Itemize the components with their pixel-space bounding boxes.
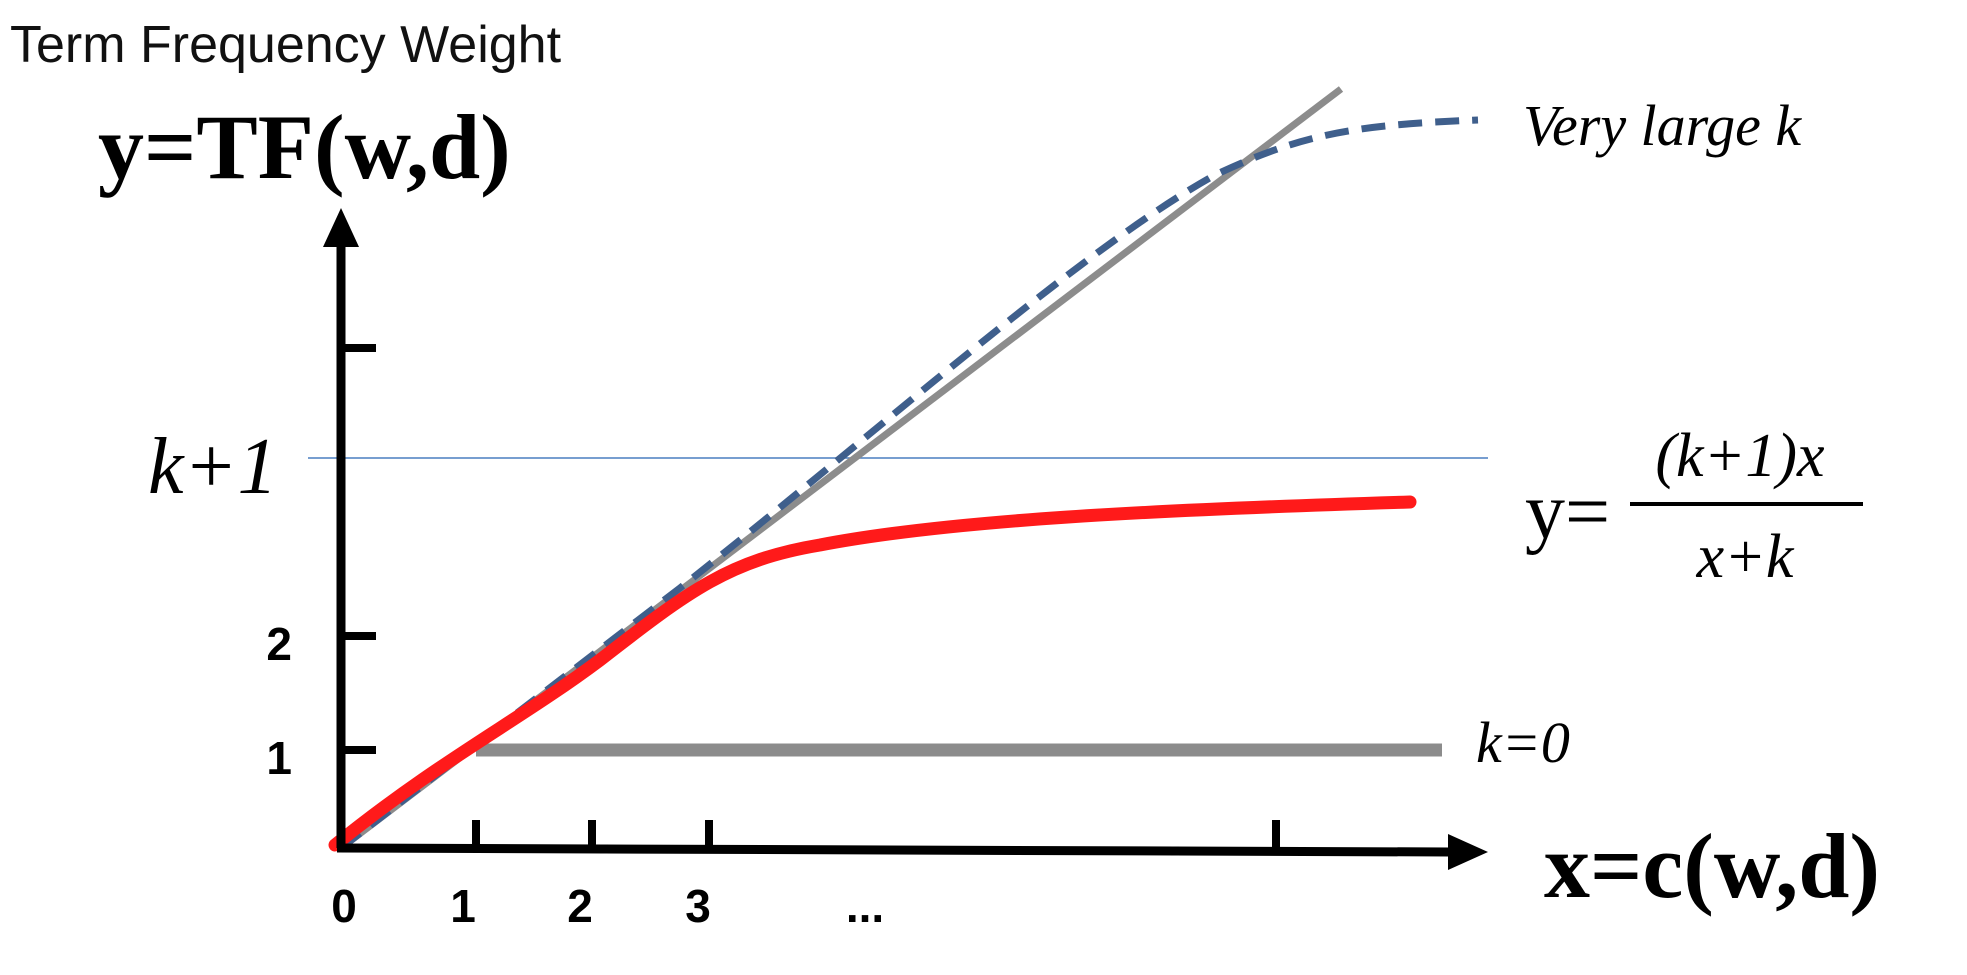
formula-denominator: x+k <box>1696 523 1795 591</box>
x-axis-arrowhead <box>1448 834 1488 870</box>
x-axis-title: x=c(w,d) <box>1544 815 1880 917</box>
y-axis-title: y=TF(w,d) <box>98 96 511 198</box>
formula-numerator: (k+1)x <box>1655 422 1825 490</box>
y-tick-label: 2 <box>266 618 292 670</box>
x-tick-label: 3 <box>685 880 711 932</box>
very-large-k-label: Very large k <box>1523 93 1802 158</box>
formula-lhs: y= <box>1525 468 1610 556</box>
x-axis <box>336 843 1451 857</box>
y-axis-arrowhead <box>323 208 359 247</box>
bm25-curve <box>328 495 1417 852</box>
y-tick-label: 1 <box>266 732 292 784</box>
page-title: Term Frequency Weight <box>10 16 562 74</box>
k-zero-label: k=0 <box>1476 710 1570 775</box>
very-large-k-curve <box>338 116 1479 851</box>
x-tick-label: ... <box>846 880 884 932</box>
x-tick-label: 0 <box>331 880 357 932</box>
k-plus-1-label: k+1 <box>148 423 278 511</box>
x-tick-label: 1 <box>450 880 476 932</box>
x-tick-label: 2 <box>567 880 593 932</box>
